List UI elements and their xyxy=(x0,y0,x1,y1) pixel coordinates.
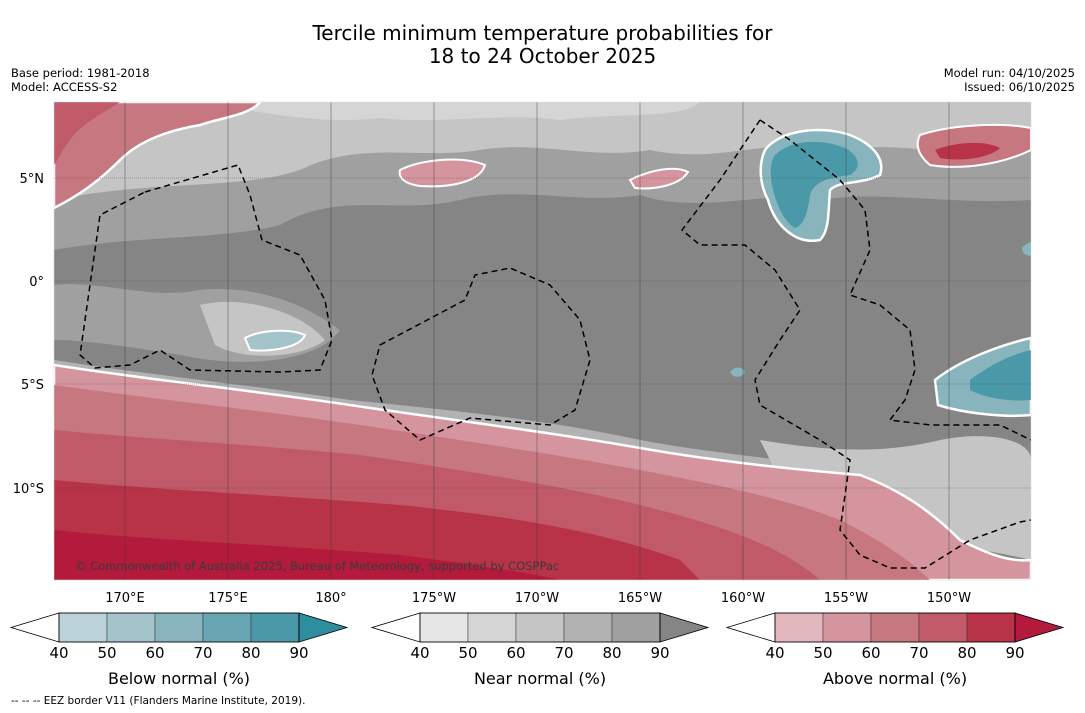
footer-eez-note: -- -- -- EEZ border V11 (Flanders Marine… xyxy=(11,695,306,707)
lon-tick-label: 155°W xyxy=(824,591,868,606)
lat-axis: 5°N 0° 5°S 10°S xyxy=(13,172,44,497)
colorbar-outline xyxy=(58,612,300,643)
colorbar-segment xyxy=(154,612,204,643)
colorbar-tick-label: 40 xyxy=(410,644,429,662)
lon-tick-label: 170°W xyxy=(515,591,559,606)
below-normal-80-east xyxy=(970,350,1031,401)
colorbar-tick-label: 90 xyxy=(289,644,308,662)
lon-tick-label: 180° xyxy=(315,591,346,606)
colorbar-tick-label: 60 xyxy=(506,644,525,662)
colorbar-segment xyxy=(822,612,872,643)
colorbar-extend-high xyxy=(659,612,710,643)
eez-borders xyxy=(79,119,1031,569)
colorbar-outline xyxy=(419,612,661,643)
colorbar-tick-label: 50 xyxy=(97,644,116,662)
colorbar-segment xyxy=(870,612,920,643)
model-run: Model run: 04/10/2025 xyxy=(943,66,1075,80)
colorbar-tick-label: 60 xyxy=(861,644,880,662)
lon-tick-label: 170°E xyxy=(105,591,145,606)
colorbar-tick-label: 40 xyxy=(765,644,784,662)
above-normal-patch-north-2 xyxy=(628,167,690,190)
colorbar-tick-label: 50 xyxy=(458,644,477,662)
colorbar-extend-low xyxy=(370,612,421,643)
colorbar-above-normal: 40 50 60 70 80 90 xyxy=(725,612,1065,662)
colorbar-label-near: Near normal (%) xyxy=(473,669,607,688)
lon-tick-label: 175°W xyxy=(412,591,456,606)
above-normal-max-south xyxy=(54,530,560,580)
near-normal-60-north xyxy=(54,102,1031,200)
colorbar-segment xyxy=(106,612,156,643)
probability-map: © Commonwealth of Australia 2025, Bureau… xyxy=(54,102,1031,580)
model-name: Model: ACCESS-S2 xyxy=(11,80,118,94)
colorbar-segment xyxy=(515,612,565,643)
lon-tick-label: 165°W xyxy=(618,591,662,606)
above-normal-80-northwest xyxy=(54,102,120,165)
above-normal-patch-north-1 xyxy=(398,158,487,188)
lon-tick-label: 160°W xyxy=(721,591,765,606)
lat-tick-label: 10°S xyxy=(13,482,44,497)
below-normal-small-patch xyxy=(730,367,745,377)
colorbar-segment xyxy=(250,612,300,643)
colorbar-segment xyxy=(467,612,517,643)
colorbar-segment xyxy=(611,612,661,643)
colorbar-tick-label: 90 xyxy=(1005,644,1024,662)
issued-date: Issued: 06/10/2025 xyxy=(964,80,1075,94)
colorbar-tick-label: 70 xyxy=(909,644,928,662)
colorbar-segment xyxy=(419,612,469,643)
colorbar-segment xyxy=(774,612,824,643)
colorbar-outline xyxy=(774,612,1016,643)
colorbar-extend-high xyxy=(1014,612,1065,643)
colorbar-extend-high xyxy=(298,612,349,643)
colorbar-extend-low xyxy=(725,612,776,643)
colorbar-segment xyxy=(918,612,968,643)
colorbar-tick-label: 40 xyxy=(49,644,68,662)
colorbar-tick-label: 80 xyxy=(241,644,260,662)
lon-tick-label: 175°E xyxy=(208,591,248,606)
lon-tick-label: 150°W xyxy=(927,591,971,606)
lat-tick-label: 5°N xyxy=(20,172,45,187)
colorbar-segment xyxy=(563,612,613,643)
below-normal-80-north xyxy=(770,141,858,228)
colorbar-tick-label: 70 xyxy=(193,644,212,662)
colorbar-tick-label: 90 xyxy=(650,644,669,662)
gridlines xyxy=(54,102,1031,580)
chart-title-line2: 18 to 24 October 2025 xyxy=(428,44,657,68)
lon-axis: 170°E 175°E 180° 175°W 170°W 165°W 160°W… xyxy=(105,591,971,606)
near-normal-50-north xyxy=(200,102,700,121)
colorbar-segment xyxy=(58,612,108,643)
colorbar-below-normal: 40 50 60 70 80 90 xyxy=(9,612,349,662)
colorbar-segment xyxy=(966,612,1016,643)
colorbar-extend-low xyxy=(9,612,60,643)
lat-tick-label: 5°S xyxy=(21,378,44,393)
above-normal-northwest xyxy=(54,102,262,210)
colorbar-tick-label: 80 xyxy=(602,644,621,662)
colorbar-tick-label: 70 xyxy=(554,644,573,662)
chart-title-line1: Tercile minimum temperature probabilitie… xyxy=(312,21,773,45)
colorbar-tick-label: 60 xyxy=(145,644,164,662)
colorbar-tick-label: 50 xyxy=(813,644,832,662)
colorbar-label-above: Above normal (%) xyxy=(822,669,968,688)
above-normal-80-northeast xyxy=(935,142,1000,160)
colorbar-tick-label: 80 xyxy=(957,644,976,662)
base-period: Base period: 1981-2018 xyxy=(11,66,150,80)
colorbar-segment xyxy=(202,612,252,643)
colorbar-label-below: Below normal (%) xyxy=(107,669,251,688)
lat-tick-label: 0° xyxy=(29,275,44,290)
copyright-text: © Commonwealth of Australia 2025, Bureau… xyxy=(75,559,559,573)
colorbar-near-normal: 40 50 60 70 80 90 xyxy=(370,612,710,662)
below-normal-edge-patch xyxy=(1022,242,1031,256)
below-normal-patch-west xyxy=(243,329,307,352)
